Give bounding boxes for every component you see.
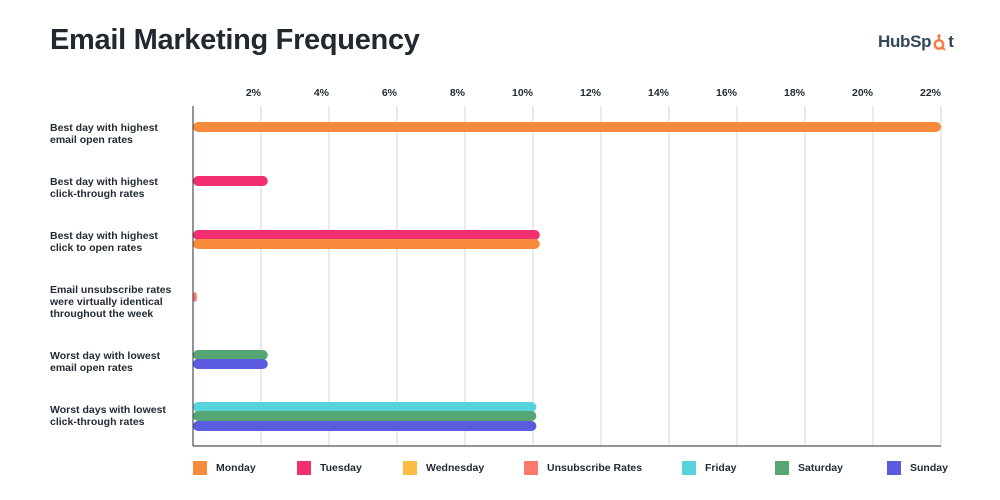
category-label-line: click-through rates: [50, 188, 145, 200]
category-label-line: Best day with highest: [50, 176, 158, 188]
legend-item: Sunday: [887, 461, 948, 475]
legend-swatch: [193, 461, 207, 475]
x-tick-label: 8%: [450, 87, 466, 99]
category-label-line: Best day with highest: [50, 122, 158, 134]
bar-saturday: [193, 411, 537, 421]
category-label: Best day with highest email open rates: [50, 122, 185, 146]
hubspot-sprocket-icon: [933, 33, 946, 51]
legend-label: Saturday: [798, 462, 843, 474]
x-tick-label: 14%: [648, 87, 670, 99]
legend-swatch: [297, 461, 311, 475]
category-label-line: were virtually identical: [50, 296, 163, 308]
bar-tuesday: [193, 176, 268, 186]
legend-item: Saturday: [775, 461, 843, 475]
x-tick-label: 12%: [580, 87, 602, 99]
legend-label: Unsubscribe Rates: [547, 462, 643, 474]
legend-item: Unsubscribe Rates: [524, 461, 642, 475]
x-tick-label: 22%: [920, 87, 942, 99]
legend: Monday Tuesday Wednesday Unsubscribe Rates F…: [193, 461, 953, 477]
bar-sunday: [193, 421, 537, 431]
hubspot-logo: HubSp t: [878, 30, 954, 54]
legend-label: Monday: [216, 462, 256, 474]
bar-friday: [193, 402, 537, 412]
bar-unsubscribe-rates: [193, 292, 197, 302]
x-tick-labels: 2% 4% 6% 8% 10% 12% 14% 16% 18% 20% 22%: [246, 87, 942, 99]
bars: [193, 122, 941, 431]
x-tick-label: 18%: [784, 87, 806, 99]
category-label: Best day with highest click to open rates: [50, 230, 185, 254]
grid-lines: [260, 106, 942, 446]
bar-sunday: [193, 359, 268, 369]
category-label: Worst days with lowest click-through rate…: [50, 404, 185, 428]
category-label: Worst day with lowest email open rates: [50, 350, 185, 374]
category-label-line: email open rates: [50, 134, 133, 146]
legend-swatch: [403, 461, 417, 475]
x-tick-label: 20%: [852, 87, 874, 99]
bar-monday: [193, 239, 540, 249]
category-label-line: email open rates: [50, 362, 133, 374]
x-tick-label: 6%: [382, 87, 398, 99]
category-label: Email unsubscribe rates were virtually id…: [50, 284, 185, 320]
legend-label: Tuesday: [320, 462, 362, 474]
legend-label: Wednesday: [426, 462, 485, 474]
legend-item: Friday: [682, 461, 737, 475]
legend-label: Friday: [705, 462, 737, 474]
category-label-line: Email unsubscribe rates: [50, 284, 172, 296]
bar-monday: [193, 122, 941, 132]
x-tick-label: 4%: [314, 87, 330, 99]
category-label-line: click to open rates: [50, 242, 143, 254]
legend-item: Wednesday: [403, 461, 484, 475]
x-tick-label: 10%: [512, 87, 534, 99]
category-label-line: Best day with highest: [50, 230, 158, 242]
axes: [192, 106, 941, 447]
legend-swatch: [775, 461, 789, 475]
legend-swatch: [524, 461, 538, 475]
category-label-line: Worst day with lowest: [50, 350, 161, 362]
legend-item: Tuesday: [297, 461, 362, 475]
legend-swatch: [682, 461, 696, 475]
logo-text-start: HubSp: [878, 32, 932, 51]
x-tick-label: 2%: [246, 87, 262, 99]
bar-tuesday: [193, 230, 540, 240]
x-tick-label: 16%: [716, 87, 738, 99]
bar-saturday: [193, 350, 268, 360]
legend-swatch: [887, 461, 901, 475]
chart-title: Email Marketing Frequency: [50, 24, 420, 56]
category-label-line: Worst days with lowest: [50, 404, 166, 416]
logo-text-end: t: [948, 32, 954, 51]
legend-label: Sunday: [910, 462, 948, 474]
category-label-line: throughout the week: [50, 308, 154, 320]
legend-item: Monday: [193, 461, 256, 475]
category-label-line: click-through rates: [50, 416, 145, 428]
category-label: Best day with highest click-through rates: [50, 176, 185, 200]
